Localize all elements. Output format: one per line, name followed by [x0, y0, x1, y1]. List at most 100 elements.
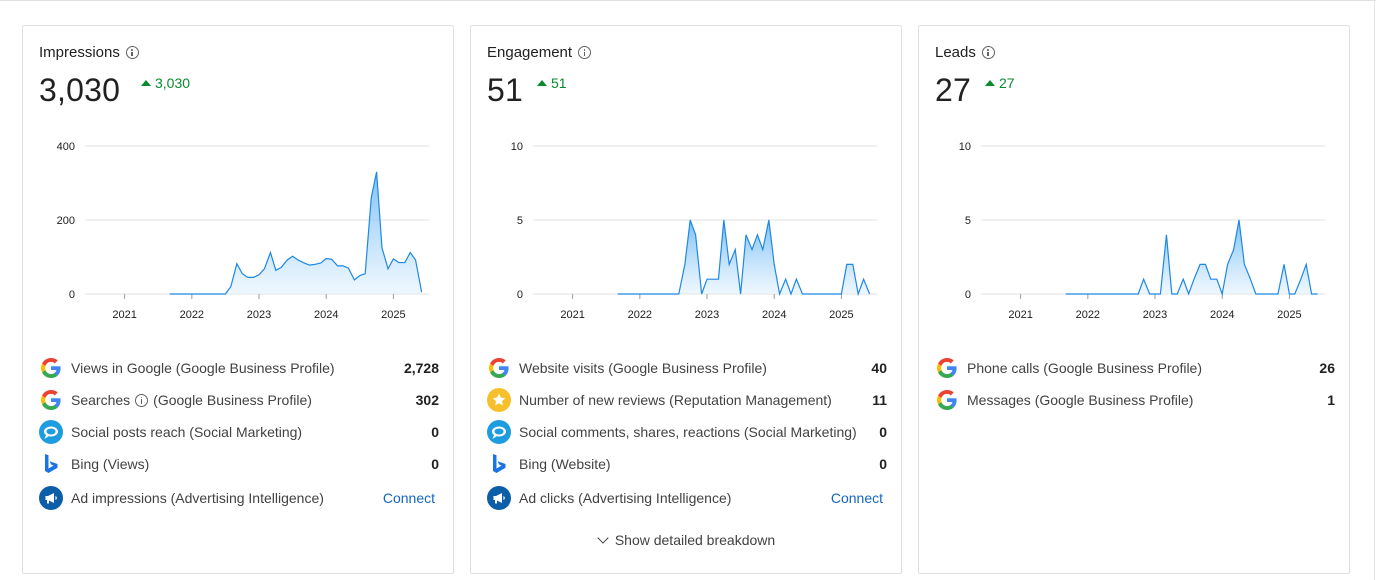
metric-delta-value: 51	[551, 75, 567, 91]
x-tick-label: 2025	[381, 309, 405, 321]
source-list: Phone calls (Google Business Profile) 26…	[935, 352, 1335, 416]
x-tick-label: 2023	[695, 309, 719, 321]
metric-total: 51	[487, 72, 523, 108]
source-value: 0	[879, 456, 887, 472]
trend-up-icon	[141, 80, 151, 86]
info-icon[interactable]	[981, 46, 995, 59]
list-item: Website visits (Google Business Profile)…	[487, 352, 887, 384]
source-label: Messages (Google Business Profile)	[967, 392, 1194, 408]
google-icon	[935, 388, 959, 412]
connect-link[interactable]: Connect	[382, 490, 435, 506]
source-value: 0	[431, 456, 439, 472]
list-item: Ad clicks (Advertising Intelligence) Con…	[487, 480, 887, 516]
impressions-chart: 0 200 400 2021 2022 2023 2024 2025	[57, 141, 429, 321]
metric-delta: 3,030	[141, 75, 190, 91]
source-value: 40	[871, 360, 887, 376]
y-tick-label: 0	[69, 289, 75, 301]
source-label: Number of new reviews (Reputation Manage…	[519, 392, 832, 408]
series-area	[617, 220, 870, 294]
x-tick-label: 2025	[1277, 309, 1301, 321]
leads-chart: 0 5 10 2021 2022 2023 2024 2025	[959, 141, 1325, 321]
x-tick-label: 2021	[112, 309, 136, 321]
connect-link[interactable]: Connect	[830, 490, 883, 506]
show-breakdown-button[interactable]: Show detailed breakdown	[471, 532, 903, 548]
right-divider	[1374, 0, 1375, 580]
trend-up-icon	[985, 80, 995, 86]
metric-delta-value: 27	[999, 75, 1015, 91]
source-value: 0	[431, 424, 439, 440]
x-tick-label: 2024	[314, 309, 338, 321]
engagement-card: Engagement 51 51 0 5 10 2021 2022 2023 2024 202…	[470, 25, 902, 574]
source-label: Ad clicks (Advertising Intelligence)	[519, 490, 732, 506]
source-label-text: Searches	[71, 392, 131, 408]
source-list: Views in Google (Google Business Profile…	[39, 352, 439, 516]
list-item: Social posts reach (Social Marketing) 0	[39, 416, 439, 448]
metric-total: 27	[935, 72, 971, 108]
source-value: 11	[872, 392, 887, 408]
x-tick-label: 2021	[1008, 309, 1032, 321]
trend-up-icon	[537, 80, 547, 86]
x-tick-label: 2024	[1210, 309, 1234, 321]
x-tick-label: 2023	[247, 309, 271, 321]
bing-icon	[39, 452, 63, 476]
star-icon	[487, 388, 511, 412]
source-label: Bing (Views)	[71, 456, 150, 472]
y-tick-label: 10	[959, 141, 971, 153]
series-line	[1065, 219, 1318, 297]
y-tick-label: 200	[57, 215, 75, 227]
x-tick-label: 2025	[829, 309, 853, 321]
list-item: Phone calls (Google Business Profile) 26	[935, 352, 1335, 384]
source-label: Searches (Google Business Profile)	[71, 392, 312, 408]
x-tick-label: 2022	[628, 309, 652, 321]
impressions-card: Impressions 3,030 3,030 0 200 400 2021 2022 2…	[22, 25, 454, 574]
advertising-icon	[39, 486, 63, 510]
source-label: Website visits (Google Business Profile)	[519, 360, 767, 376]
x-tick-label: 2023	[1143, 309, 1167, 321]
list-item: Searches (Google Business Profile) 302	[39, 384, 439, 416]
info-icon[interactable]	[578, 46, 592, 59]
list-item: Bing (Website) 0	[487, 448, 887, 480]
bing-icon	[487, 452, 511, 476]
advertising-icon	[487, 486, 511, 510]
y-tick-label: 0	[517, 289, 523, 301]
y-tick-label: 5	[965, 215, 971, 227]
metric-delta: 51	[537, 75, 567, 91]
x-tick-label: 2022	[180, 309, 204, 321]
source-label-suffix: (Google Business Profile)	[153, 392, 312, 408]
source-label: Social comments, shares, reactions (Soci…	[519, 424, 857, 440]
card-title: Engagement	[487, 44, 592, 61]
source-value: 1	[1327, 392, 1335, 408]
metric-delta: 27	[985, 75, 1015, 91]
leads-card: Leads 27 27 0 5 10 2021 2022 2023 2024 2025 Pho…	[918, 25, 1350, 574]
series-line	[169, 171, 423, 295]
y-tick-label: 400	[57, 141, 75, 153]
source-list: Website visits (Google Business Profile)…	[487, 352, 887, 516]
list-item: Social comments, shares, reactions (Soci…	[487, 416, 887, 448]
source-value: 2,728	[403, 360, 439, 376]
y-tick-label: 10	[511, 141, 523, 153]
social-marketing-icon	[39, 420, 63, 444]
source-label: Ad impressions (Advertising Intelligence…	[71, 490, 324, 506]
y-tick-label: 5	[517, 215, 523, 227]
info-icon[interactable]	[135, 393, 149, 407]
x-tick-label: 2021	[560, 309, 584, 321]
list-item: Bing (Views) 0	[39, 448, 439, 480]
card-title-text: Engagement	[487, 44, 573, 61]
info-icon[interactable]	[125, 46, 139, 59]
list-item: Ad impressions (Advertising Intelligence…	[39, 480, 439, 516]
card-title: Impressions	[39, 44, 139, 61]
metric-delta-value: 3,030	[155, 75, 191, 91]
google-icon	[935, 356, 959, 380]
engagement-chart: 0 5 10 2021 2022 2023 2024 2025	[511, 141, 877, 321]
x-tick-label: 2022	[1076, 309, 1100, 321]
card-title: Leads	[935, 44, 995, 61]
source-value: 26	[1319, 360, 1335, 376]
x-tick-label: 2024	[762, 309, 786, 321]
chevron-down-icon	[597, 532, 609, 544]
source-label: Phone calls (Google Business Profile)	[967, 360, 1203, 376]
google-icon	[39, 388, 63, 412]
series-area	[169, 171, 422, 294]
source-value: 0	[879, 424, 887, 440]
show-breakdown-label: Show detailed breakdown	[614, 532, 776, 548]
card-title-text: Leads	[935, 44, 976, 61]
